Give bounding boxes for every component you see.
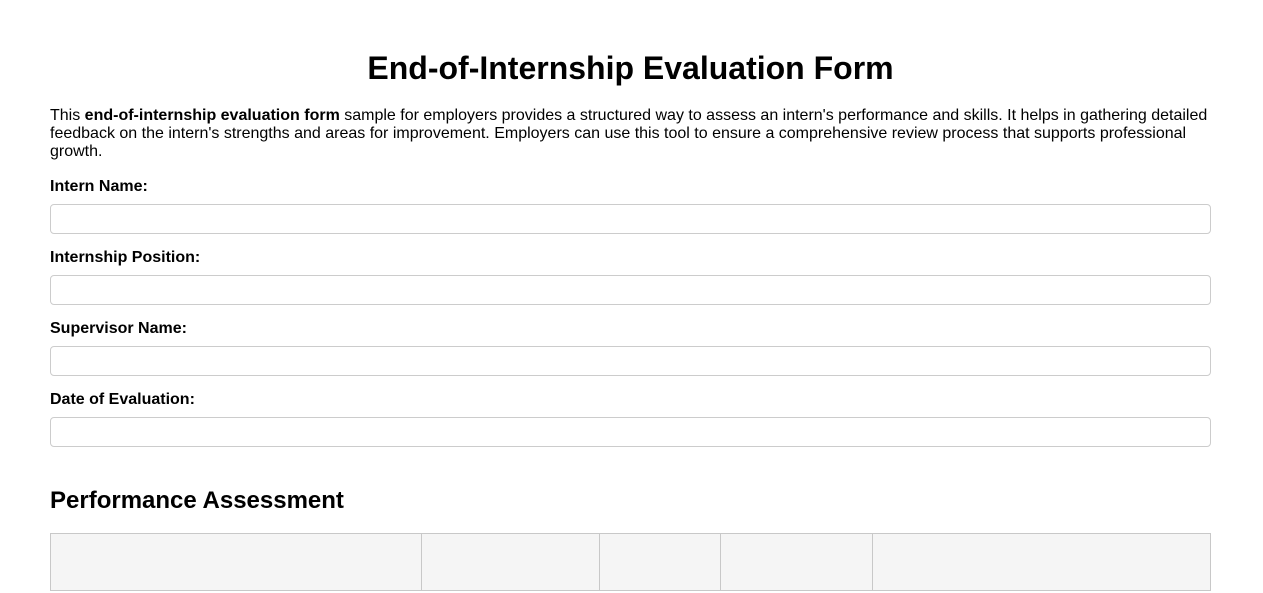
internship-position-input[interactable] — [50, 275, 1211, 305]
intro-bold-phrase: end-of-internship evaluation form — [84, 107, 340, 124]
intro-paragraph: This end-of-internship evaluation form s… — [50, 107, 1211, 161]
intern-name-input[interactable] — [50, 204, 1211, 234]
assessment-table-header-cell — [872, 533, 1211, 591]
assessment-table-header-cell — [599, 533, 722, 591]
date-of-evaluation-label: Date of Evaluation: — [50, 391, 195, 408]
field-supervisor-name: Supervisor Name: — [50, 320, 1211, 376]
intern-name-label: Intern Name: — [50, 178, 148, 195]
assessment-table-header-cell — [49, 533, 423, 591]
intro-lead-text: This — [50, 107, 85, 124]
field-date-of-evaluation: Date of Evaluation: — [50, 391, 1211, 447]
date-of-evaluation-input[interactable] — [50, 417, 1211, 447]
supervisor-name-input[interactable] — [50, 346, 1211, 376]
assessment-table-header-row — [49, 533, 1211, 591]
field-internship-position: Internship Position: — [50, 249, 1211, 305]
field-intern-name: Intern Name: — [50, 178, 1211, 234]
performance-assessment-table — [49, 533, 1211, 591]
intro-rest-text: sample for employers provides a structur… — [50, 107, 1208, 160]
internship-position-label: Internship Position: — [50, 249, 201, 266]
page-title: End-of-Internship Evaluation Form — [367, 50, 894, 86]
assessment-table-header-cell — [421, 533, 601, 591]
assessment-table-header-cell — [720, 533, 874, 591]
evaluation-form-page: End-of-Internship Evaluation Form This e… — [0, 50, 1263, 591]
supervisor-name-label: Supervisor Name: — [50, 320, 187, 337]
performance-assessment-heading: Performance Assessment — [50, 487, 344, 514]
